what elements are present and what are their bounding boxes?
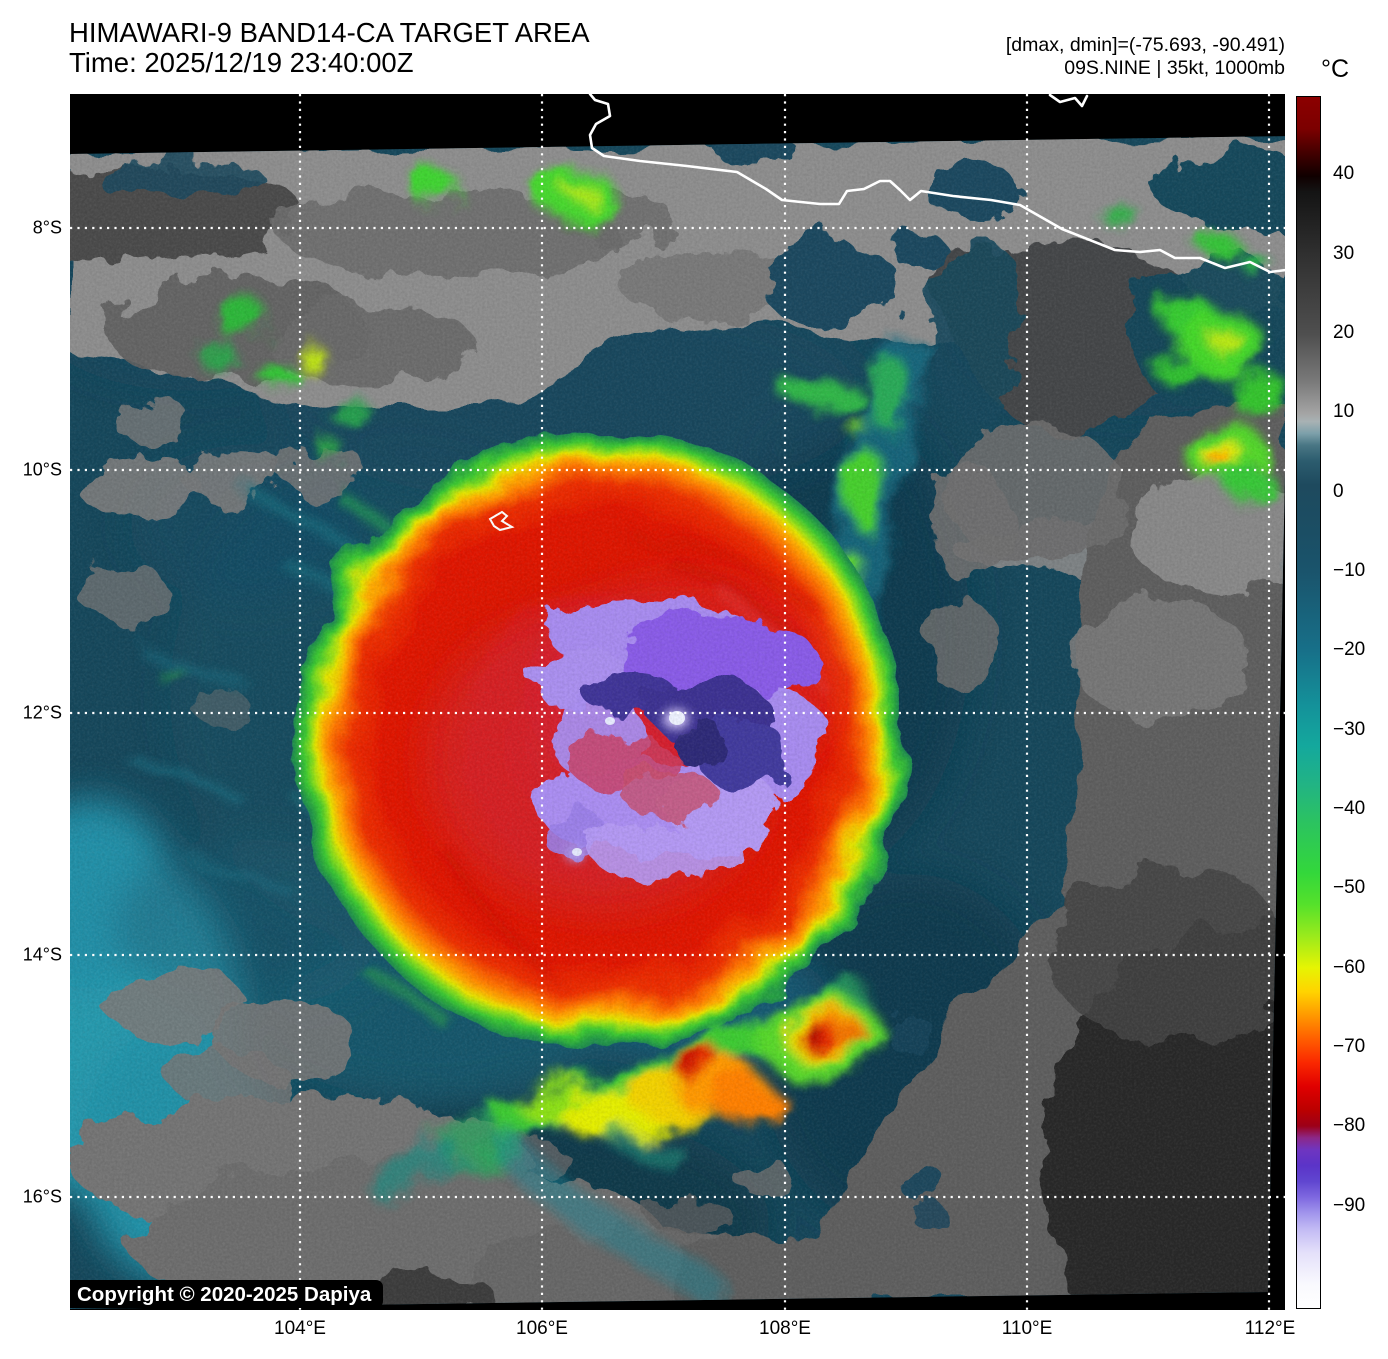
- svg-text:Copyright © 2020-2025 Dapiya: Copyright © 2020-2025 Dapiya: [77, 1283, 372, 1306]
